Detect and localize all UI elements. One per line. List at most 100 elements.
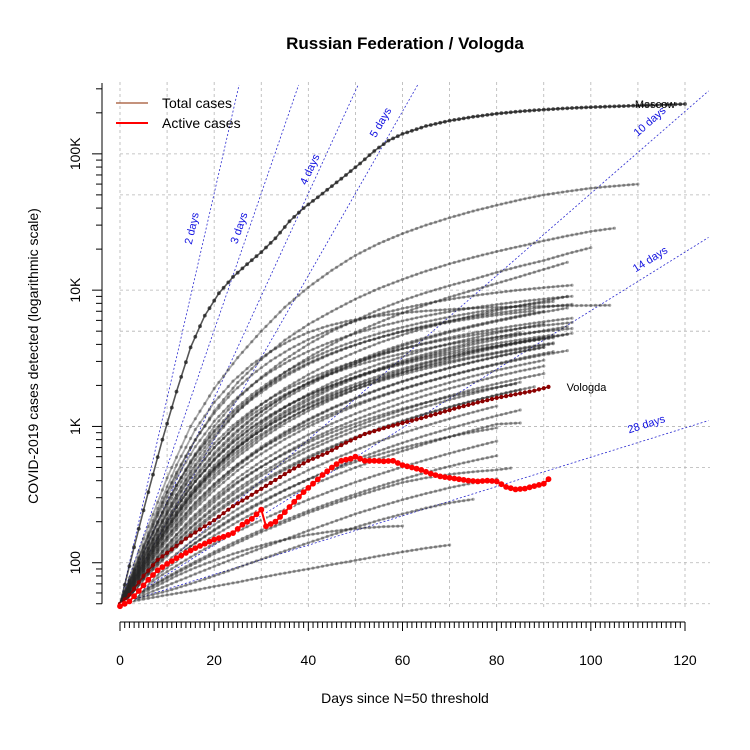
data-point: [419, 507, 423, 511]
data-point: [448, 435, 452, 439]
data-point: [415, 508, 419, 512]
data-point: [495, 422, 499, 426]
data-point: [382, 349, 386, 353]
data-point: [349, 352, 353, 356]
data-point: [254, 406, 259, 410]
data-point: [415, 343, 419, 347]
data-point: [174, 506, 179, 510]
data-point: [222, 436, 226, 441]
data-point: [311, 356, 315, 360]
data-point: [626, 104, 631, 108]
data-point: [358, 383, 362, 387]
doubling-line: [119, 84, 240, 604]
data-point: [438, 376, 442, 380]
data-point: [490, 332, 494, 336]
data-point: [330, 411, 334, 416]
data-point: [405, 448, 409, 452]
data-point: [551, 304, 555, 308]
data-point: [372, 378, 376, 383]
data-point: [170, 513, 174, 517]
data-point: [410, 344, 414, 348]
data-point: [400, 412, 405, 416]
data-point: [433, 300, 438, 304]
data-point: [344, 560, 348, 564]
data-point: [325, 408, 329, 412]
data-point: [528, 287, 532, 291]
data-point: [584, 303, 588, 308]
data-point: [494, 111, 499, 116]
data-point: [137, 573, 141, 577]
data-point: [419, 406, 423, 410]
data-point: [396, 466, 400, 470]
data-point: [330, 397, 334, 401]
data-point: [273, 403, 277, 407]
data-point: [245, 448, 249, 452]
data-point: [183, 536, 188, 541]
data-point: [429, 399, 433, 403]
data-point: [386, 484, 390, 489]
series-annotation: Vologda: [567, 382, 608, 394]
data-point: [405, 439, 409, 443]
data-point: [207, 501, 212, 506]
data-point: [400, 347, 405, 351]
data-point: [141, 561, 146, 565]
data-point: [429, 324, 433, 329]
data-point: [292, 297, 296, 301]
data-point: [283, 405, 287, 409]
data-point: [203, 555, 207, 559]
data-point: [617, 104, 621, 109]
data-point: [570, 233, 574, 237]
data-point: [636, 103, 640, 108]
data-point: [245, 416, 249, 420]
data-point: [202, 313, 207, 318]
data-point: [198, 445, 202, 449]
data-point: [363, 393, 367, 397]
data-point: [302, 345, 306, 349]
data-point: [509, 378, 513, 383]
data-point: [146, 524, 150, 529]
data-point: [419, 327, 423, 331]
data-point: [513, 341, 518, 345]
data-point: [212, 482, 216, 487]
data-point: [302, 396, 306, 400]
data-point: [443, 337, 447, 341]
data-point: [250, 444, 254, 448]
data-point: [174, 543, 179, 548]
data-point: [386, 237, 390, 242]
data-point: [518, 109, 523, 114]
data-point: [306, 398, 310, 403]
data-point: [249, 258, 254, 263]
data-point: [302, 530, 306, 535]
data-point: [297, 342, 301, 346]
series-line: [119, 295, 568, 605]
data-point: [165, 526, 169, 531]
data-point: [480, 340, 485, 344]
data-point: [546, 384, 551, 389]
data-point: [320, 387, 325, 391]
data-point: [335, 436, 339, 440]
data-point: [302, 399, 306, 403]
data-point: [518, 340, 522, 344]
data-point: [292, 400, 296, 404]
data-point: [476, 330, 480, 334]
data-point: [457, 296, 461, 300]
series-line: [119, 310, 544, 605]
data-point: [184, 500, 188, 504]
data-point: [325, 312, 329, 316]
data-point: [391, 371, 395, 375]
data-point: [471, 360, 475, 364]
data-point: [258, 506, 265, 513]
data-point: [499, 422, 503, 426]
data-point: [537, 343, 541, 347]
data-point: [504, 366, 508, 370]
data-point: [330, 422, 334, 426]
data-point: [513, 276, 518, 280]
data-point: [532, 337, 536, 341]
data-point: [372, 415, 376, 419]
data-point: [377, 449, 381, 453]
data-point: [250, 522, 254, 527]
data-point: [457, 117, 461, 122]
data-point: [410, 327, 414, 331]
data-point: [396, 313, 400, 317]
data-point: [174, 483, 179, 487]
